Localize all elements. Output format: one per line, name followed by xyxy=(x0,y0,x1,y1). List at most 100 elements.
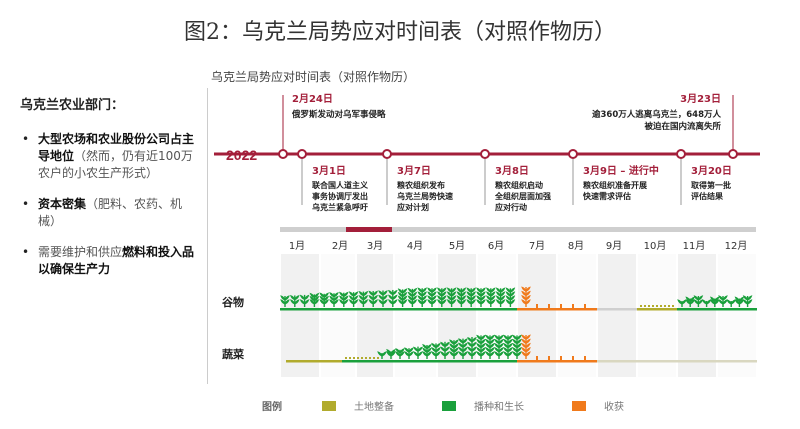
chart-subtitle: 乌克兰局势应对时间表（对照作物历） xyxy=(211,70,416,84)
crop-plant xyxy=(397,288,408,307)
crop-plant xyxy=(456,287,467,307)
crop-plant xyxy=(734,296,745,307)
crop-plant xyxy=(476,334,486,359)
crop-marker xyxy=(668,305,670,307)
month-label: 5月 xyxy=(449,240,465,252)
crop-plant xyxy=(290,294,300,307)
event-node xyxy=(480,149,490,159)
progress-track xyxy=(280,227,756,232)
veg-prep-line xyxy=(286,360,342,363)
month-column xyxy=(678,254,716,377)
month-label: 4月 xyxy=(407,240,423,252)
legend-swatch-grow xyxy=(442,400,456,411)
crop-marker xyxy=(644,305,646,307)
crop-marker xyxy=(536,304,538,308)
crop-marker xyxy=(656,305,658,307)
crop-marker xyxy=(377,357,379,359)
event-text: 俄罗斯发动对乌军事侵略 xyxy=(291,109,386,120)
crop-plant xyxy=(521,334,531,359)
veg-harvest-line xyxy=(517,360,597,363)
event-node xyxy=(568,149,578,159)
crop-plant xyxy=(503,334,513,359)
month-column xyxy=(718,254,756,377)
crop-marker xyxy=(353,357,355,359)
divider xyxy=(207,88,208,384)
crop-marker xyxy=(369,357,371,359)
crop-plant xyxy=(280,295,290,307)
crop-plant xyxy=(422,343,432,359)
legend-text: 播种和生长 xyxy=(474,402,524,413)
event-node xyxy=(297,149,307,159)
month-label: 3月 xyxy=(367,240,383,252)
crop-marker xyxy=(560,304,562,308)
crop-marker xyxy=(349,357,351,359)
crop-plant xyxy=(309,292,320,307)
crop-label-cereal: 谷物 xyxy=(222,295,244,309)
event-text: 乌克兰局势快速 xyxy=(397,191,453,201)
event-date: 3月7日 xyxy=(397,165,431,177)
crop-marker xyxy=(652,305,654,307)
crop-plant xyxy=(413,346,423,359)
month-column xyxy=(558,254,596,377)
crop-marker xyxy=(357,357,359,359)
crop-plant xyxy=(427,287,437,307)
event-text: 评估结果 xyxy=(691,191,723,201)
month-label: 10月 xyxy=(644,240,667,252)
month-column xyxy=(478,254,516,377)
crop-plant xyxy=(358,290,369,307)
veg-grow-line xyxy=(342,360,517,363)
cereal-grow-line-1 xyxy=(280,308,517,311)
month-column xyxy=(395,254,436,377)
crop-plant xyxy=(494,334,504,359)
month-label: 2月 xyxy=(332,240,348,252)
event-text: 乌克兰紧急呼吁 xyxy=(312,202,368,212)
crop-plant xyxy=(512,334,522,359)
crop-marker xyxy=(640,305,642,307)
legend-label: 图例 xyxy=(262,402,282,413)
crop-plant xyxy=(693,295,704,307)
cereal-harvest-line xyxy=(517,308,597,311)
crop-plant xyxy=(718,295,728,307)
crop-marker xyxy=(345,357,347,359)
progress-current xyxy=(346,227,392,232)
crop-plant xyxy=(485,334,495,359)
crop-plant xyxy=(407,287,418,307)
bullet-inputs: 需要维护和供应燃料和投入品以确保生产力 xyxy=(20,244,198,278)
crop-plant xyxy=(431,342,441,359)
event-text: 取得第一批 xyxy=(691,180,731,190)
crop-plant xyxy=(521,286,531,307)
crop-marker xyxy=(536,356,538,360)
month-label: 8月 xyxy=(568,240,584,252)
month-label: 1月 xyxy=(289,240,305,252)
event-date: 3月1日 xyxy=(312,165,346,177)
event-node xyxy=(382,149,392,159)
crop-plant xyxy=(437,287,447,307)
crop-marker xyxy=(560,356,562,360)
event-text: 应对计划 xyxy=(397,202,429,212)
sector-heading: 乌克兰农业部门： xyxy=(20,98,125,113)
event-text: 全组织层面加强 xyxy=(494,191,551,201)
crop-marker xyxy=(361,357,363,359)
crop-marker xyxy=(672,305,674,307)
event-date: 3月20日 xyxy=(691,165,732,177)
crop-plant xyxy=(446,287,457,307)
bullet-capital: 资本密集（肥料、农药、机械） xyxy=(20,196,198,230)
crop-marker xyxy=(584,356,586,360)
crop-marker xyxy=(373,357,375,359)
crop-plant xyxy=(466,287,476,307)
event-node xyxy=(728,149,738,159)
event-text: 应对行动 xyxy=(495,202,527,212)
bullet-strong: 燃料和投入品以确保生产力 xyxy=(38,245,195,276)
month-column xyxy=(438,254,476,377)
crop-plant xyxy=(368,290,378,307)
legend-text: 土地整备 xyxy=(354,402,394,413)
crop-plant xyxy=(742,295,753,307)
event-text: 粮农组织启动 xyxy=(495,180,543,190)
month-column xyxy=(321,254,355,377)
event-text: 被迫在国内流离失所 xyxy=(644,121,721,132)
cereal-prep-line xyxy=(637,308,677,311)
crop-plant xyxy=(440,341,450,359)
legend-prep: 土地整备 xyxy=(322,398,394,413)
veg-idle-line xyxy=(597,360,757,363)
crop-marker xyxy=(660,305,662,307)
